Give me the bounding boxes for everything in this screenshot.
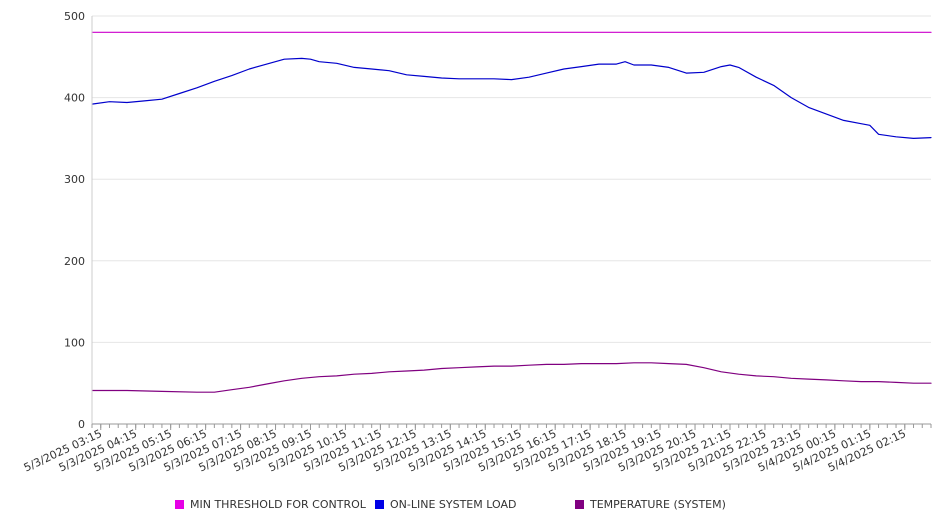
series-line-2 [91,362,932,393]
legend-item-temperature: TEMPERATURE (SYSTEM) [575,498,726,511]
gridlines [92,15,931,343]
y-tick-label: 100 [64,336,85,349]
legend-label-min-threshold: MIN THRESHOLD FOR CONTROL [190,498,366,511]
legend-label-system-load: ON-LINE SYSTEM LOAD [390,498,517,511]
legend-swatch-temperature [575,500,584,509]
legend-swatch-system-load [375,500,384,509]
y-tick-label: 300 [64,173,85,186]
legend-item-min-threshold: MIN THRESHOLD FOR CONTROL [175,498,366,511]
legend-swatch-min-threshold [175,500,184,509]
legend-label-temperature: TEMPERATURE (SYSTEM) [590,498,726,511]
series-lines [91,31,932,393]
y-tick-label: 400 [64,92,85,105]
legend-item-system-load: ON-LINE SYSTEM LOAD [375,498,516,511]
y-tick-label: 500 [64,10,85,23]
y-tick-label: 200 [64,255,85,268]
series-line-1 [91,57,932,139]
y-tick-label: 0 [78,418,85,431]
chart-legend: MIN THRESHOLD FOR CONTROL ON-LINE SYSTEM… [0,498,946,514]
